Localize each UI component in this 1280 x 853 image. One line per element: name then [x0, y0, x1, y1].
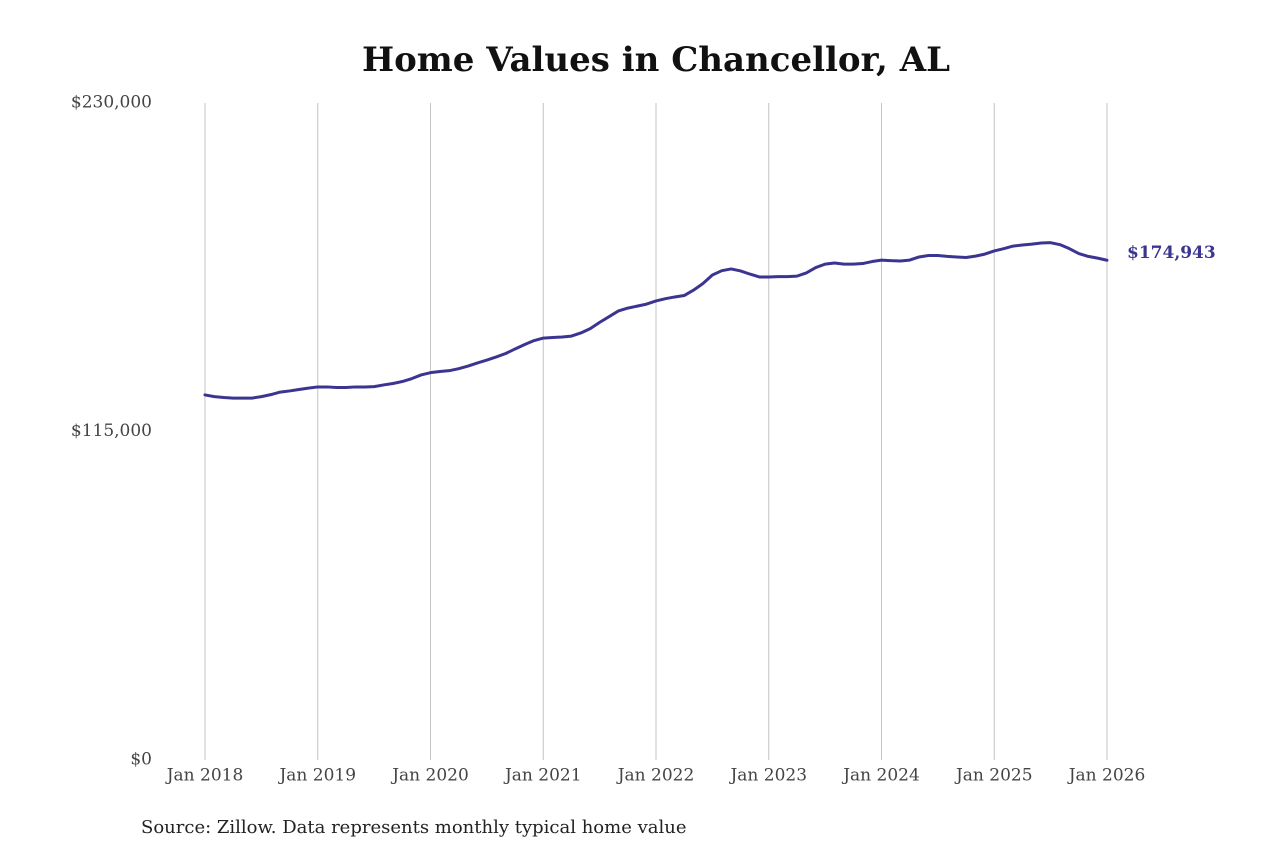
- y-tick-label: $0: [130, 750, 152, 770]
- source-note: Source: Zillow. Data represents monthly …: [141, 817, 687, 838]
- x-tick-label: Jan 2026: [1067, 766, 1146, 786]
- x-tick-label: Jan 2022: [616, 766, 695, 786]
- x-tick-label: Jan 2024: [841, 766, 920, 786]
- x-tick-label: Jan 2018: [165, 766, 244, 786]
- y-tick-label: $115,000: [71, 421, 152, 441]
- line-series: [203, 241, 1109, 400]
- x-tick-label: Jan 2023: [728, 766, 807, 786]
- x-tick-label: Jan 2020: [390, 766, 469, 786]
- data-label: $174,943: [1127, 243, 1216, 263]
- y-tick-label: $230,000: [71, 93, 152, 113]
- x-tick-label: Jan 2021: [503, 766, 582, 786]
- x-tick-label: Jan 2019: [277, 766, 356, 786]
- chart-title: Home Values in Chancellor, AL: [362, 40, 950, 80]
- x-tick-label: Jan 2025: [954, 766, 1033, 786]
